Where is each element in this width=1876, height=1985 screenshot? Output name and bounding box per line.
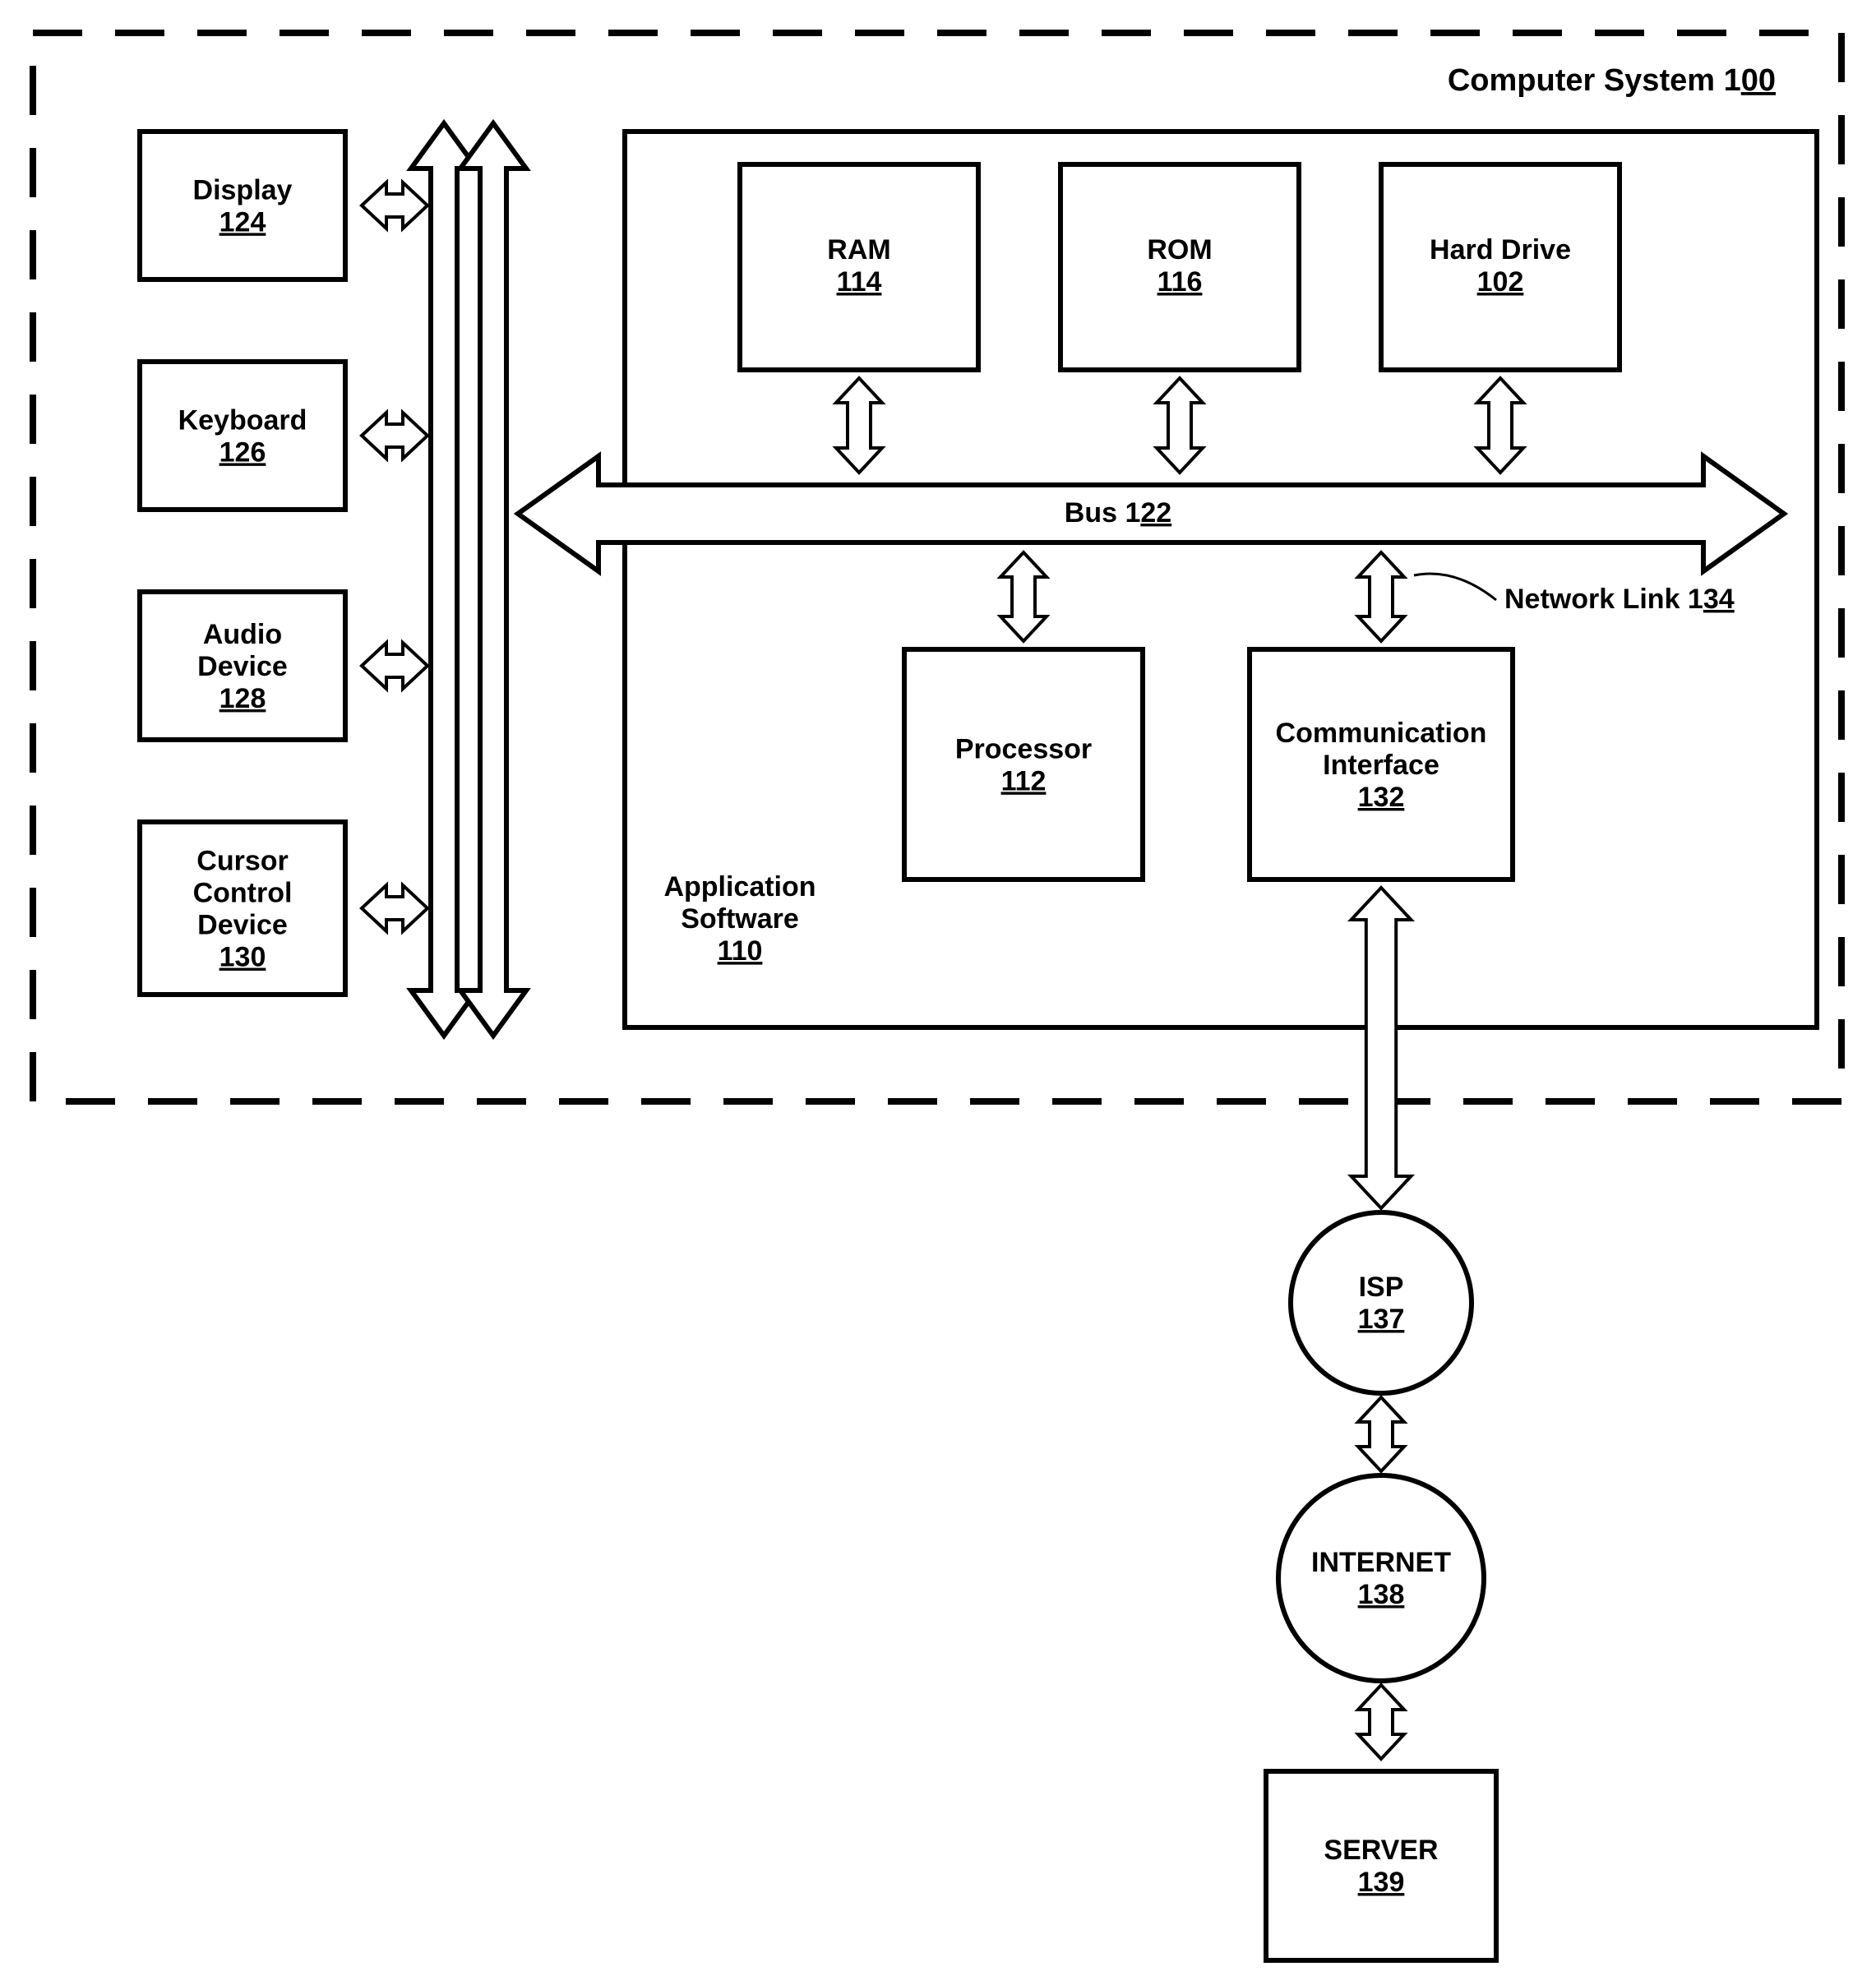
hdd-num: 102	[1477, 266, 1524, 298]
audio-label: Device	[197, 651, 288, 682]
internet-num: 138	[1358, 1579, 1405, 1610]
display-num: 124	[219, 206, 266, 238]
computer-system-title: Computer System 100	[1448, 63, 1776, 98]
keyboard-to-vbus-arrow	[362, 413, 427, 459]
cursor-label: Device	[197, 909, 288, 940]
hdd-label: Hard Drive	[1430, 234, 1571, 265]
rom-to-bus-arrow	[1157, 378, 1203, 473]
bus-label: Bus 122	[1065, 497, 1171, 529]
peripheral-vbus-arrow-left	[411, 123, 477, 1036]
commif-label: Interface	[1323, 750, 1439, 781]
cursor-num: 130	[219, 942, 266, 973]
internet-label: INTERNET	[1311, 1547, 1451, 1578]
isp-num: 137	[1358, 1304, 1405, 1335]
display-label: Display	[193, 174, 293, 205]
ram-to-bus-arrow	[836, 378, 882, 473]
server-num: 139	[1358, 1867, 1405, 1898]
peripheral-vbus-arrow-right	[460, 123, 526, 1036]
audio-label: Audio	[203, 619, 282, 650]
commif-num: 132	[1358, 782, 1405, 813]
audio-to-vbus-arrow	[362, 643, 427, 689]
processor-num: 112	[1001, 765, 1047, 796]
ram-num: 114	[837, 266, 882, 298]
application-software-label: Application	[663, 871, 816, 902]
cursor-to-vbus-arrow	[362, 885, 427, 931]
processor-label: Processor	[955, 733, 1092, 764]
ram-label: RAM	[827, 234, 890, 265]
isp-node	[1291, 1212, 1472, 1393]
rom-label: ROM	[1147, 234, 1212, 265]
application-software-num: 110	[718, 935, 763, 967]
commif-to-bus-arrow	[1358, 552, 1404, 641]
commif-label: Communication	[1276, 718, 1487, 749]
internet-to-server-arrow	[1358, 1685, 1404, 1759]
application-software-label: Software	[681, 903, 799, 935]
cursor-label: Control	[193, 877, 293, 908]
network-link-label: Network Link 134	[1504, 584, 1735, 615]
keyboard-num: 126	[219, 436, 266, 468]
hdd-to-bus-arrow	[1477, 378, 1523, 473]
rom-num: 116	[1157, 266, 1203, 298]
cursor-label: Cursor	[196, 845, 288, 876]
isp-label: ISP	[1359, 1272, 1404, 1303]
processor-to-bus-arrow	[1000, 552, 1047, 641]
server-box	[1266, 1771, 1496, 1960]
audio-num: 128	[219, 683, 266, 714]
server-label: SERVER	[1324, 1835, 1438, 1866]
display-to-vbus-arrow	[362, 182, 427, 229]
network-link-leader	[1414, 574, 1496, 600]
commif-to-isp-arrow	[1352, 888, 1412, 1208]
keyboard-label: Keyboard	[178, 404, 307, 436]
computer-system-boundary	[33, 33, 1841, 1101]
isp-to-internet-arrow	[1358, 1397, 1404, 1471]
internet-node	[1278, 1475, 1484, 1681]
